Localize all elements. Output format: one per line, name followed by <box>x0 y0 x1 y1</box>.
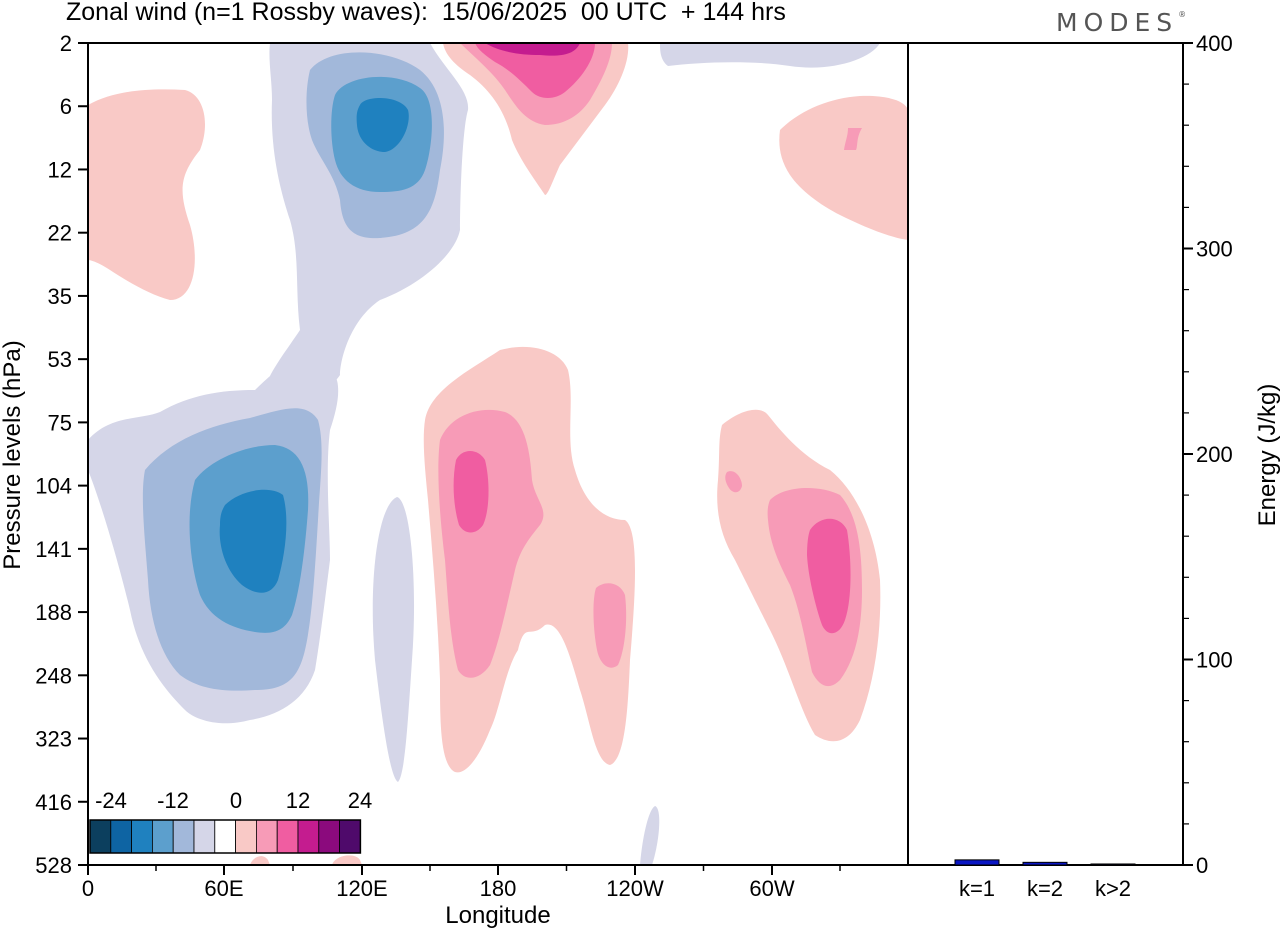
y-tick-label: 22 <box>48 221 72 246</box>
colorbar-labels: -24 -12 0 12 24 <box>95 788 372 813</box>
contour-pink2-right <box>807 518 851 634</box>
y-tick-label: 75 <box>48 410 72 435</box>
colorbar-swatch <box>172 819 195 854</box>
contour-pink0-upper-right <box>779 95 908 240</box>
energy-tick-label: 0 <box>1196 853 1208 878</box>
energy-bars: k=1 k=2 k>2 <box>954 859 1136 901</box>
contour-blue0-top-right <box>660 43 880 68</box>
contour-blue3-upper <box>356 98 409 152</box>
y-tick-label: 35 <box>48 284 72 309</box>
contour-blue0-bottom <box>640 806 660 865</box>
colorbar-swatch <box>110 819 133 854</box>
energy-category-label: k>2 <box>1095 876 1131 901</box>
colorbar-label: 12 <box>286 788 310 813</box>
energy-tick-label: 300 <box>1196 237 1233 262</box>
colorbar-swatch <box>131 819 153 854</box>
energy-category-label: k=1 <box>959 876 995 901</box>
x-tick-label: 120E <box>336 876 387 901</box>
colorbar-swatch <box>235 819 257 854</box>
y-tick-label: 53 <box>48 347 72 372</box>
contour-pink0-bottom-center <box>332 855 362 865</box>
contour-pink2-top-center <box>475 43 595 98</box>
colorbar-swatch <box>318 819 340 854</box>
energy-tick-label: 200 <box>1196 442 1233 467</box>
y-tick-label: 141 <box>35 537 72 562</box>
contour-field <box>88 43 908 865</box>
y-tick-label: 104 <box>35 474 72 499</box>
y-axis: 2 6 12 22 35 53 75 104 141 188 248 323 416 528 <box>35 31 88 878</box>
y-tick-label: 416 <box>35 790 72 815</box>
contour-pink0-bottom-left <box>250 856 270 865</box>
x-tick-label: 60E <box>204 876 243 901</box>
logo-mark: ® <box>1178 10 1187 19</box>
x-axis: 0 60E 120E 180 120W 60W <box>82 865 841 901</box>
colorbar-label: 0 <box>230 788 242 813</box>
y-axis-title: Pressure levels (hPa) <box>0 340 26 569</box>
contour-pink1-dot <box>725 471 742 493</box>
energy-bar <box>1022 861 1068 866</box>
colorbar-label: 24 <box>348 788 372 813</box>
contour-pink-upper-left <box>88 89 205 300</box>
contour-pink2-center <box>453 451 489 533</box>
y-tick-label: 528 <box>35 853 72 878</box>
energy-bar <box>1090 863 1136 866</box>
y-tick-label: 2 <box>60 31 72 56</box>
colorbar-label: -12 <box>157 788 189 813</box>
modes-logo: MODES® <box>1056 8 1186 37</box>
colorbar-swatch <box>151 819 174 854</box>
energy-tick-label: 100 <box>1196 648 1233 673</box>
contour-blue3-lower <box>219 489 287 593</box>
colorbar-swatch <box>255 819 278 854</box>
energy-axis: 0 100 200 300 400 <box>1183 31 1233 878</box>
colorbar-border <box>89 819 362 854</box>
colorbar-swatch <box>297 819 320 854</box>
colorbar <box>89 819 362 854</box>
x-tick-label: 0 <box>82 876 94 901</box>
x-tick-label: 180 <box>480 876 517 901</box>
chart-title: Zonal wind (n=1 Rossby waves): 15/06/202… <box>66 0 786 26</box>
logo-text: MODES <box>1056 8 1179 37</box>
x-axis-title: Longitude <box>445 902 550 929</box>
colorbar-swatch <box>89 819 112 854</box>
colorbar-swatch <box>276 819 299 854</box>
energy-axis-title: Energy (J/kg) <box>1254 384 1280 527</box>
y-tick-label: 248 <box>35 663 72 688</box>
y-tick-label: 323 <box>35 727 72 752</box>
energy-category-label: k=2 <box>1027 876 1063 901</box>
colorbar-swatch <box>214 819 237 854</box>
y-tick-label: 188 <box>35 600 72 625</box>
energy-tick-label: 400 <box>1196 31 1233 56</box>
contour-pink1-small <box>593 583 627 668</box>
y-tick-label: 6 <box>60 94 72 119</box>
y-tick-label: 12 <box>48 157 72 182</box>
energy-bar <box>954 859 1000 866</box>
colorbar-swatch <box>193 819 216 854</box>
colorbar-swatch <box>339 819 361 854</box>
x-tick-label: 60W <box>749 876 794 901</box>
contour-blue0-streak <box>372 497 415 782</box>
contour-pink3-top-center <box>485 43 580 56</box>
contour-pink1-upper-right <box>844 128 862 150</box>
x-tick-label: 120W <box>606 876 664 901</box>
colorbar-label: -24 <box>95 788 127 813</box>
